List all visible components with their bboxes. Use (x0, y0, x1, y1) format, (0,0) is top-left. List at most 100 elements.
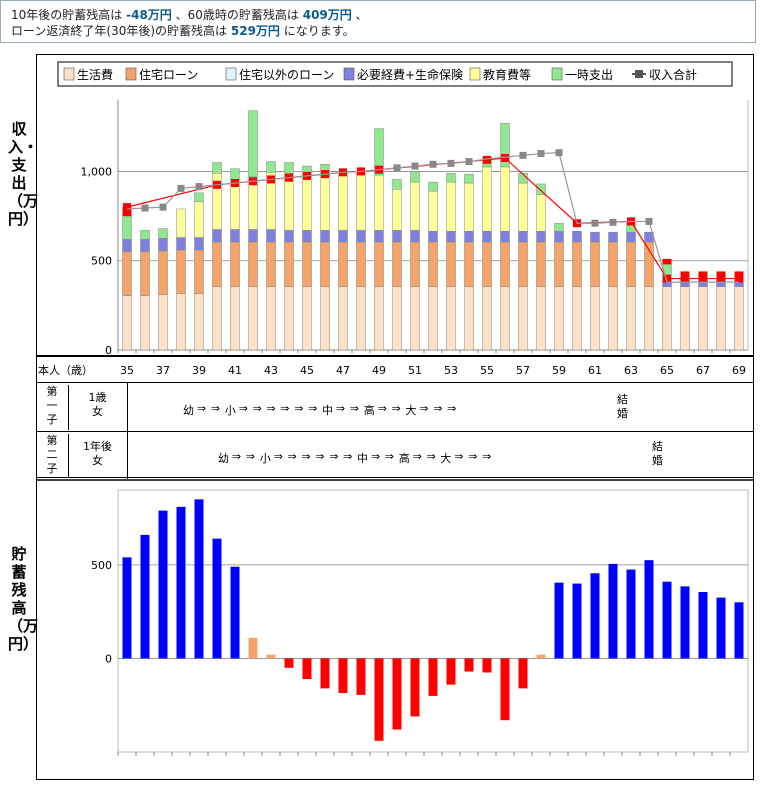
bar-生活費-37 (158, 294, 168, 351)
bar-教育費等-53 (446, 181, 456, 232)
bar-必要経費+生命保険-40 (212, 229, 222, 243)
bar-教育費等-49 (374, 174, 384, 231)
balance-bar-57 (518, 658, 528, 689)
balance-age-60: 409万円 (302, 8, 352, 22)
age-label-41: 41 (228, 364, 242, 377)
child-1-stage-6: ⇒ (266, 402, 276, 415)
bar-生活費-65 (662, 286, 672, 351)
bar-住宅ローン-51 (410, 241, 420, 287)
top-ytick-0: 0 (105, 344, 112, 357)
chart-frame (36, 54, 754, 780)
bar-必要経費+生命保険-51 (410, 230, 420, 243)
bar-一時支出-42 (248, 110, 258, 178)
child-2-stage-15: ⇒ (426, 450, 436, 463)
child-1-stage-0: 幼 (183, 404, 194, 417)
child-2-marriage: 結婚 (652, 440, 663, 467)
bar-生活費-46 (320, 286, 330, 351)
balance-bar-51 (410, 658, 420, 717)
child-2-stage-1: ⇒ (231, 450, 242, 463)
bar-生活費-43 (266, 286, 276, 351)
bar-一時支出-51 (410, 171, 420, 183)
bar-生活費-48 (356, 286, 366, 351)
age-row-label: 本人（歳） (38, 364, 93, 377)
expense-marker-11 (483, 155, 491, 164)
summary-box: 10年後の貯蓄残高は -48万円 、60歳時の貯蓄残高は 409万円 、 ローン… (0, 0, 756, 43)
child-2-stage-3: 小 (259, 452, 271, 465)
balance-bar-42 (248, 637, 258, 659)
bar-住宅ローン-60 (572, 241, 582, 287)
balance-loan-end: 529万円 (230, 24, 280, 38)
bar-生活費-35 (122, 295, 132, 351)
bar-必要経費+生命保険-50 (392, 230, 402, 243)
bar-住宅ローン-38 (176, 249, 186, 294)
bar-住宅ローン-50 (392, 241, 402, 287)
income-marker-57 (519, 151, 527, 159)
age-label-45: 45 (300, 364, 314, 377)
child-2-age-text: 1年後 (83, 440, 112, 453)
child-row-2: 第二子 1年後 女 (36, 431, 754, 479)
age-label-61: 61 (588, 364, 602, 377)
bar-必要経費+生命保険-38 (176, 237, 186, 251)
legend-swatch-4 (469, 67, 481, 81)
bar-住宅ローン-58 (536, 241, 546, 287)
bar-必要経費+生命保険-44 (284, 230, 294, 243)
legend-label-5: 一時支出 (565, 68, 613, 82)
bar-必要経費+生命保険-58 (536, 231, 546, 243)
balance-bar-59 (554, 582, 564, 659)
age-row-top-border (36, 355, 754, 357)
bar-生活費-40 (212, 286, 222, 351)
bar-教育費等-50 (392, 189, 402, 231)
bar-必要経費+生命保険-53 (446, 231, 456, 243)
bar-必要経費+生命保険-36 (140, 239, 150, 253)
child-1-stage-16: 大 (405, 404, 417, 417)
bar-住宅ローン-59 (554, 241, 564, 287)
balance-bar-54 (464, 658, 474, 672)
income-marker-36 (141, 204, 149, 212)
bar-必要経費+生命保険-37 (158, 238, 168, 252)
age-label-39: 39 (192, 364, 206, 377)
bar-教育費等-48 (356, 172, 366, 231)
child-2-stage-5: ⇒ (287, 450, 297, 463)
bar-生活費-68 (716, 286, 726, 351)
legend-box (57, 61, 733, 87)
balance-bar-68 (716, 597, 726, 659)
bar-一時支出-39 (194, 192, 204, 203)
bar-住宅ローン-56 (500, 241, 510, 287)
bar-生活費-67 (698, 286, 708, 351)
balance-bar-40 (212, 538, 222, 659)
child-2-stage-14: ⇒ (412, 450, 422, 463)
age-label-63: 63 (624, 364, 638, 377)
income-marker-50 (393, 164, 401, 172)
bar-教育費等-54 (464, 182, 474, 232)
balance-bar-61 (590, 573, 600, 659)
bar-一時支出-58 (536, 183, 546, 195)
bar-生活費-45 (302, 286, 312, 351)
bar-必要経費+生命保険-48 (356, 230, 366, 243)
bar-必要経費+生命保険-60 (572, 231, 582, 243)
bar-deficit-65 (662, 258, 672, 265)
expense-marker-12 (501, 154, 509, 163)
bar-教育費等-58 (536, 194, 546, 232)
expense-marker-0 (123, 203, 131, 212)
bar-教育費等-55 (482, 166, 492, 232)
child-1-stage-19: ⇒ (447, 402, 457, 415)
bar-住宅ローン-54 (464, 241, 474, 287)
balance-bar-60 (572, 583, 582, 659)
bar-必要経費+生命保険-45 (302, 230, 312, 243)
balance-bar-38 (176, 506, 186, 659)
child-1-age: 1歳 女 (68, 383, 128, 432)
bar-一時支出-40 (212, 162, 222, 174)
bar-生活費-47 (338, 286, 348, 351)
age-label-49: 49 (372, 364, 386, 377)
bar-一時支出-49 (374, 128, 384, 176)
bar-生活費-42 (248, 286, 258, 351)
balance-bar-44 (284, 658, 294, 668)
bar-一時支出-35 (122, 215, 132, 240)
bar-一時支出-50 (392, 179, 402, 190)
child-2-stage-4: ⇒ (273, 450, 283, 463)
age-label-69: 69 (732, 364, 746, 377)
child-2-age: 1年後 女 (68, 432, 128, 479)
child-2-stage-18: ⇒ (468, 450, 478, 463)
balance-bar-45 (302, 658, 312, 680)
bar-生活費-66 (680, 286, 690, 351)
